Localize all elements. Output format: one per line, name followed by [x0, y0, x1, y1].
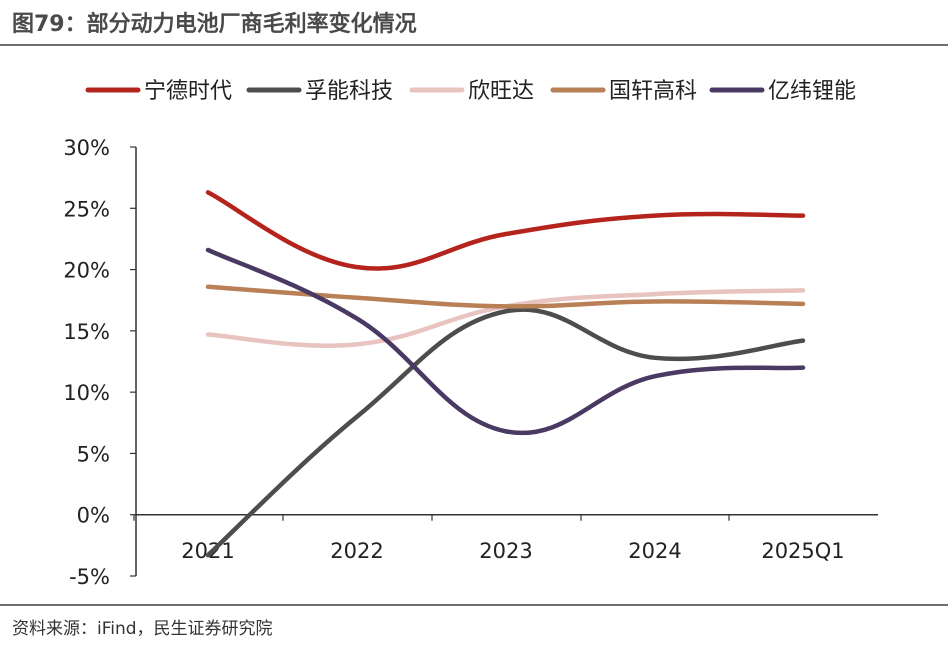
y-tick-label: -5% — [69, 565, 110, 589]
legend-label: 国轩高科 — [609, 79, 697, 104]
series-line-3 — [205, 288, 806, 348]
y-tick-label: 10% — [63, 381, 110, 405]
x-tick-label: 2023 — [479, 539, 532, 563]
x-tick-label: 2021 — [181, 539, 234, 563]
legend-label: 宁德时代 — [144, 79, 232, 104]
y-tick-label: 25% — [63, 197, 110, 221]
bottom-divider — [0, 604, 948, 606]
y-tick-label: 15% — [63, 320, 110, 344]
legend-label: 孚能科技 — [305, 79, 393, 104]
y-tick-label: 30% — [63, 136, 110, 160]
x-tick-label: 2024 — [628, 539, 681, 563]
top-divider — [0, 44, 948, 46]
legend: 宁德时代 孚能科技 欣旺达 国轩高科 亿纬锂能 — [85, 79, 856, 104]
line-chart: 宁德时代 孚能科技 欣旺达 国轩高科 亿纬锂能 -5% 0% 5% 10% 15% 20% 25% 3… — [63, 79, 878, 589]
series-line-5 — [205, 247, 806, 436]
series-lines — [205, 190, 806, 558]
figure-title: 图79：部分动力电池厂商毛利率变化情况 — [12, 12, 417, 37]
x-tick-label: 2025Q1 — [761, 539, 844, 563]
y-tick-label: 0% — [77, 504, 110, 528]
source-note: 资料来源：iFind，民生证券研究院 — [12, 619, 273, 639]
series-line-1 — [205, 190, 806, 271]
header: 图79：部分动力电池厂商毛利率变化情况 — [0, 0, 948, 44]
series-line-4 — [205, 284, 806, 309]
x-tick-label: 2022 — [330, 539, 383, 563]
series-line-2 — [205, 307, 806, 558]
legend-label: 亿纬锂能 — [768, 79, 856, 104]
axes: -5% 0% 5% 10% 15% 20% 25% 30% 2021 2022 2023 2024 20… — [63, 136, 878, 589]
y-tick-label: 20% — [63, 259, 110, 283]
legend-label: 欣旺达 — [468, 79, 534, 104]
y-tick-label: 5% — [77, 442, 110, 466]
